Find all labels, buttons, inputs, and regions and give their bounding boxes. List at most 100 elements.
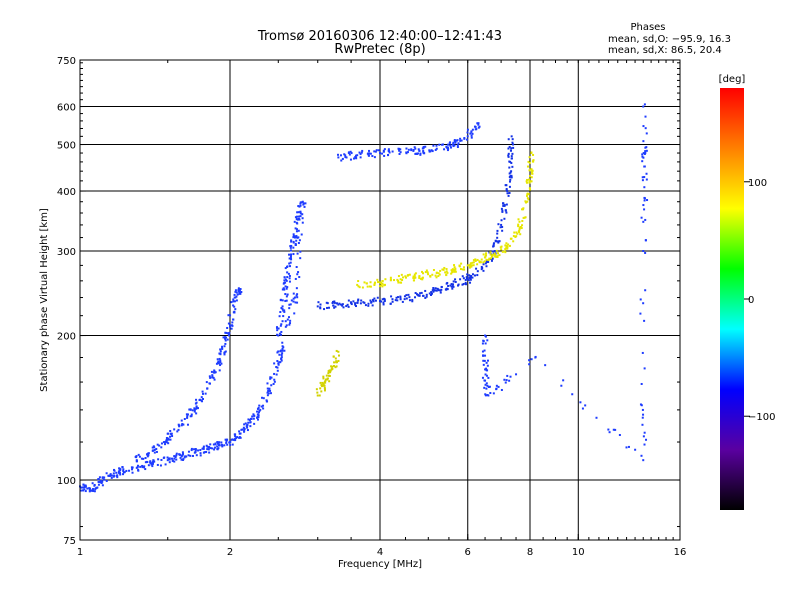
- data-point: [359, 302, 362, 305]
- data-point: [315, 388, 318, 391]
- data-point: [417, 152, 420, 155]
- data-point: [324, 378, 327, 381]
- data-point: [374, 299, 377, 302]
- data-point: [641, 176, 644, 179]
- data-point: [335, 302, 338, 305]
- data-point: [205, 444, 208, 447]
- y-axis-label: Stationary phase Virtual Height [km]: [39, 208, 50, 392]
- data-point: [415, 152, 418, 155]
- data-point: [487, 386, 490, 389]
- data-point: [434, 287, 437, 290]
- data-point: [419, 277, 422, 280]
- data-point: [643, 152, 646, 155]
- data-point: [461, 268, 464, 271]
- data-point: [499, 246, 502, 249]
- data-point: [224, 438, 227, 441]
- data-point: [219, 352, 222, 355]
- data-point: [79, 489, 82, 492]
- data-point: [296, 293, 299, 296]
- data-point: [84, 485, 87, 488]
- data-point: [290, 253, 293, 256]
- data-point: [297, 211, 300, 214]
- data-point: [391, 298, 394, 301]
- data-point: [642, 105, 645, 108]
- data-point: [453, 139, 456, 142]
- data-point: [335, 361, 338, 364]
- data-point: [400, 281, 403, 284]
- data-point: [156, 443, 159, 446]
- data-point: [212, 371, 215, 374]
- data-point: [304, 202, 307, 205]
- data-point: [103, 478, 106, 481]
- data-point: [506, 374, 509, 377]
- data-point: [325, 374, 328, 377]
- data-point: [169, 432, 172, 435]
- data-point: [289, 261, 292, 264]
- data-point: [502, 204, 505, 207]
- data-point: [225, 441, 228, 444]
- data-point: [277, 362, 280, 365]
- data-point: [272, 382, 275, 385]
- data-point: [511, 141, 514, 144]
- data-point: [296, 211, 299, 214]
- data-point: [383, 298, 386, 301]
- data-point: [239, 288, 242, 291]
- data-point: [256, 407, 259, 410]
- data-point: [144, 457, 147, 460]
- data-point: [357, 298, 360, 301]
- data-point: [451, 143, 454, 146]
- data-point: [119, 468, 122, 471]
- data-point: [507, 155, 510, 158]
- data-point: [485, 361, 488, 364]
- data-point: [458, 264, 461, 267]
- data-point: [482, 359, 485, 362]
- data-point: [490, 259, 493, 262]
- data-point: [278, 361, 281, 364]
- data-point: [82, 483, 85, 486]
- phase-stats-o: mean, sd,O: −95.9, 16.3: [608, 34, 731, 45]
- data-point: [510, 170, 513, 173]
- data-point: [253, 414, 256, 417]
- data-point: [259, 408, 262, 411]
- data-point: [231, 321, 234, 324]
- data-point: [321, 381, 324, 384]
- data-point: [210, 370, 213, 373]
- data-point: [452, 141, 455, 144]
- data-point: [507, 138, 510, 141]
- data-point: [151, 465, 154, 468]
- data-point: [250, 417, 253, 420]
- data-point: [510, 157, 513, 160]
- data-point: [276, 329, 279, 332]
- data-point: [454, 270, 457, 273]
- data-point: [176, 430, 179, 433]
- data-point: [294, 301, 297, 304]
- data-point: [296, 215, 299, 218]
- data-point: [421, 278, 424, 281]
- data-point: [480, 268, 483, 271]
- data-point: [301, 217, 304, 220]
- data-point: [137, 469, 140, 472]
- data-point: [286, 271, 289, 274]
- data-point: [445, 270, 448, 273]
- data-point: [459, 139, 462, 142]
- data-point: [284, 320, 287, 323]
- data-point: [156, 463, 159, 466]
- data-point: [284, 293, 287, 296]
- data-point: [397, 281, 400, 284]
- data-point: [400, 273, 403, 276]
- data-point: [470, 134, 473, 137]
- y-tick-label: 600: [57, 103, 76, 114]
- data-point: [406, 274, 409, 277]
- data-point: [530, 176, 533, 179]
- data-point: [447, 143, 450, 146]
- data-point: [294, 216, 297, 219]
- data-point: [424, 289, 427, 292]
- data-point: [504, 184, 507, 187]
- data-point: [217, 442, 220, 445]
- data-point: [412, 148, 415, 151]
- data-point: [201, 447, 204, 450]
- data-point: [299, 201, 302, 204]
- data-point: [276, 366, 279, 369]
- data-point: [645, 172, 648, 175]
- data-point: [501, 210, 504, 213]
